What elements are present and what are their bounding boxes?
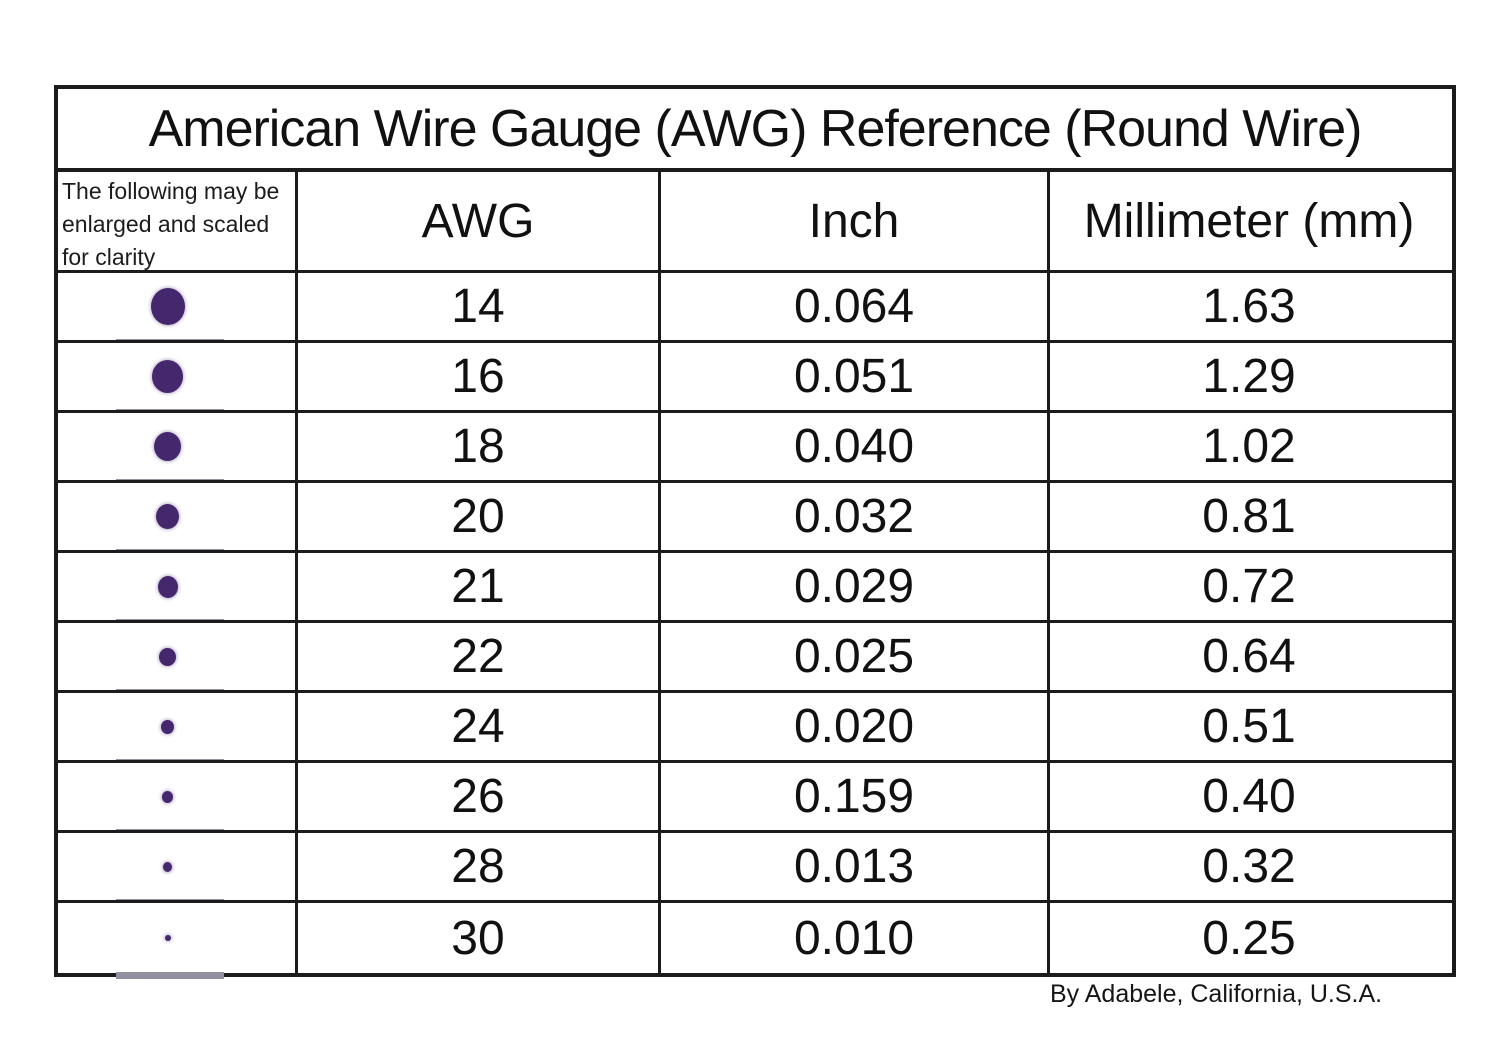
awg-value: 21	[298, 553, 661, 620]
wire-size-dot	[159, 647, 176, 666]
wire-dot-cell	[58, 273, 298, 340]
table-row: 20 0.032 0.81	[58, 483, 1452, 553]
column-header-inch: Inch	[661, 172, 1050, 270]
wire-dot-cell	[58, 833, 298, 900]
mm-value: 1.63	[1202, 280, 1296, 333]
wire-size-dot	[150, 288, 185, 325]
table-row: 28 0.013 0.32	[58, 833, 1452, 903]
divider-artifact	[116, 899, 224, 900]
column-header-awg: AWG	[298, 172, 661, 270]
mm-value: 0.51	[1202, 700, 1296, 753]
divider-artifact	[116, 409, 224, 410]
mm-value: 0.32	[1202, 840, 1296, 893]
wire-dot-cell	[58, 343, 298, 410]
scale-note-text: The following may be enlarged and scaled…	[62, 178, 280, 270]
awg-value: 28	[298, 833, 661, 900]
mm-value: 0.64	[1202, 630, 1296, 683]
inch-value: 0.020	[661, 693, 1050, 760]
table-row: 22 0.025 0.64	[58, 623, 1452, 693]
wire-dot-cell	[58, 903, 298, 973]
table-row: 18 0.040 1.02	[58, 413, 1452, 483]
wire-size-dot	[163, 861, 172, 872]
wire-dot-cell	[58, 623, 298, 690]
scale-note-cell: The following may be enlarged and scaled…	[58, 172, 298, 979]
divider-artifact	[116, 549, 224, 550]
inch-value: 0.051	[661, 343, 1050, 410]
wire-dot-cell	[58, 413, 298, 480]
inch-value: 0.032	[661, 483, 1050, 550]
attribution-text: By Adabele, California, U.S.A.	[1050, 980, 1383, 1008]
mm-value: 0.72	[1202, 560, 1296, 613]
awg-value: 18	[298, 413, 661, 480]
awg-reference-table: American Wire Gauge (AWG) Reference (Rou…	[54, 85, 1456, 979]
column-header-mm: Millimeter (mm)	[1083, 194, 1415, 248]
wire-dot-cell	[58, 483, 298, 550]
divider-artifact	[116, 479, 224, 480]
table-row: 16 0.051 1.29	[58, 343, 1452, 413]
inch-value: 0.010	[661, 903, 1050, 973]
mm-value: 1.29	[1202, 350, 1296, 403]
inch-value: 0.013	[661, 833, 1050, 900]
wire-dot-cell	[58, 693, 298, 760]
wire-size-dot	[157, 575, 178, 598]
wire-size-dot	[152, 360, 183, 393]
mm-value: 0.25	[1202, 911, 1296, 965]
wire-size-dot	[164, 935, 171, 941]
awg-value: 20	[298, 483, 661, 550]
mm-value: 0.81	[1202, 490, 1296, 543]
inch-value: 0.159	[661, 763, 1050, 830]
wire-size-dot	[161, 719, 174, 734]
mm-value: 1.02	[1202, 420, 1296, 473]
wire-dot-cell	[58, 553, 298, 620]
awg-value: 16	[298, 343, 661, 410]
divider-artifact	[116, 339, 224, 340]
awg-value: 24	[298, 693, 661, 760]
table-title: American Wire Gauge (AWG) Reference (Rou…	[58, 89, 1452, 172]
table-row: 21 0.029 0.72	[58, 553, 1452, 623]
divider-artifact	[116, 759, 224, 760]
wire-size-dot	[154, 432, 181, 461]
table-row: 26 0.159 0.40	[58, 763, 1452, 833]
awg-value: 22	[298, 623, 661, 690]
inch-value: 0.064	[661, 273, 1050, 340]
divider-artifact	[116, 619, 224, 620]
awg-value: 30	[298, 903, 661, 973]
inch-value: 0.040	[661, 413, 1050, 480]
table-row: 24 0.020 0.51	[58, 693, 1452, 763]
awg-value: 26	[298, 763, 661, 830]
wire-dot-cell	[58, 763, 298, 830]
wire-size-dot	[162, 790, 173, 803]
wire-size-dot	[156, 504, 179, 529]
table-row: 14 0.064 1.63	[58, 273, 1452, 343]
inch-value: 0.029	[661, 553, 1050, 620]
awg-value: 14	[298, 273, 661, 340]
mm-value: 0.40	[1202, 770, 1296, 823]
divider-artifact	[116, 689, 224, 690]
divider-artifact	[116, 972, 224, 973]
header-row: The following may be enlarged and scaled…	[58, 172, 1452, 979]
divider-artifact	[116, 829, 224, 830]
inch-value: 0.025	[661, 623, 1050, 690]
table-row: 30 0.010 0.25	[58, 903, 1452, 973]
